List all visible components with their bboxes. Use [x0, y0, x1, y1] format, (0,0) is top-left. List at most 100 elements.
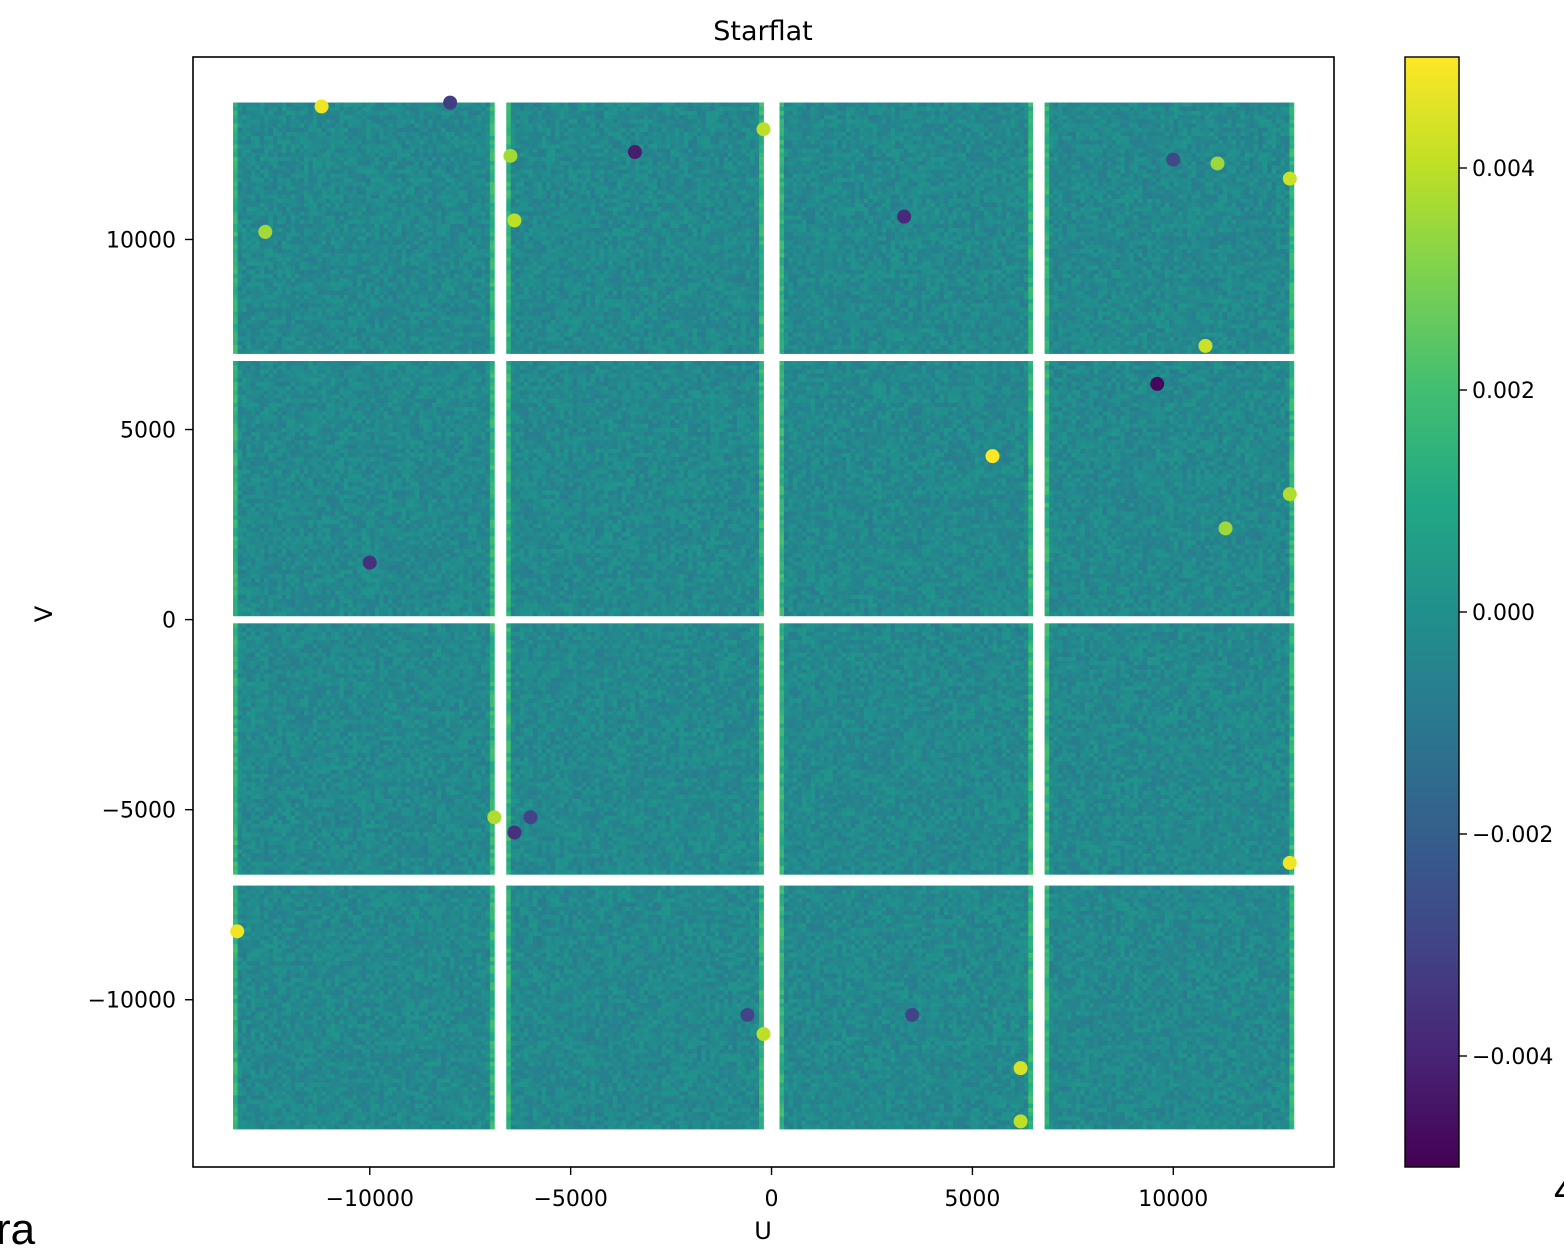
hex-cell: [282, 249, 287, 254]
hex-cell: [468, 203, 473, 208]
hex-cell: [331, 207, 336, 212]
hex-cell: [446, 165, 451, 170]
hex-cell: [277, 241, 282, 246]
hex-cell: [481, 270, 486, 275]
hex-cell: [264, 282, 269, 287]
hex-cell: [286, 220, 291, 225]
hex-cell: [463, 165, 468, 170]
hex-cell: [238, 115, 243, 120]
hex-cell: [300, 153, 305, 158]
hex-cell: [432, 190, 437, 195]
hex-cell: [388, 316, 393, 321]
hex-cell: [264, 132, 269, 137]
hex-cell: [437, 203, 442, 208]
hex-cell: [463, 161, 468, 166]
hex-cell: [246, 236, 251, 241]
hex-cell: [282, 153, 287, 158]
hex-cell: [419, 182, 424, 187]
hex-cell: [401, 282, 406, 287]
hex-cell: [300, 190, 305, 195]
hex-cell: [295, 115, 300, 120]
hex-cell: [428, 291, 433, 296]
hex-cell: [366, 274, 371, 279]
hex-cell: [339, 236, 344, 241]
hex-cell: [397, 266, 402, 271]
hex-cell: [432, 232, 437, 237]
hex-cell: [393, 320, 398, 325]
hex-cell: [410, 266, 415, 271]
hex-cell: [450, 203, 455, 208]
hex-cell: [463, 144, 468, 149]
hex-cell: [401, 249, 406, 254]
hex-cell: [419, 140, 424, 145]
hex-cell: [441, 119, 446, 124]
hex-cell: [260, 170, 265, 175]
hex-cell: [331, 157, 336, 162]
hex-cell: [375, 295, 380, 300]
hex-cell: [428, 103, 433, 108]
hex-cell: [238, 107, 243, 112]
hex-cell: [454, 132, 459, 137]
hex-cell: [277, 266, 282, 271]
hex-cell: [410, 287, 415, 292]
hex-cell: [428, 119, 433, 124]
hex-cell: [441, 165, 446, 170]
hex-cell: [277, 203, 282, 208]
hex-cell: [331, 186, 336, 191]
hex-cell: [251, 257, 256, 262]
hex-cell: [233, 186, 238, 191]
hex-cell: [238, 228, 243, 233]
hex-cell: [366, 170, 371, 175]
hex-cell: [269, 149, 274, 154]
hex-cell: [339, 249, 344, 254]
hex-cell: [362, 316, 367, 321]
hex-cell: [286, 257, 291, 262]
hex-cell: [335, 266, 340, 271]
hex-cell: [273, 103, 278, 108]
hex-cell: [463, 299, 468, 304]
hex-cell: [397, 132, 402, 137]
hex-cell: [441, 324, 446, 329]
hex-cell: [388, 291, 393, 296]
hex-cell: [397, 107, 402, 112]
hex-cell: [384, 228, 389, 233]
hex-cell: [415, 257, 420, 262]
hex-cell: [370, 249, 375, 254]
hex-cell: [379, 153, 384, 158]
hex-cell: [331, 236, 336, 241]
hex-cell: [477, 111, 482, 116]
hex-cell: [419, 287, 424, 292]
hex-cell: [406, 207, 411, 212]
hex-cell: [397, 115, 402, 120]
hex-cell: [295, 136, 300, 141]
hex-cell: [308, 124, 313, 129]
hex-cell: [300, 165, 305, 170]
hex-cell: [348, 270, 353, 275]
hex-cell: [242, 262, 247, 267]
hex-cell: [269, 124, 274, 129]
hex-cell: [375, 195, 380, 200]
hex-cell: [490, 157, 495, 162]
hex-cell: [490, 161, 495, 166]
hex-cell: [410, 320, 415, 325]
hex-cell: [286, 216, 291, 221]
hex-cell: [468, 136, 473, 141]
hex-cell: [424, 128, 429, 133]
hex-cell: [428, 165, 433, 170]
hex-cell: [282, 140, 287, 145]
hex-cell: [490, 136, 495, 141]
hex-cell: [273, 274, 278, 279]
hex-cell: [419, 195, 424, 200]
hex-cell: [459, 253, 464, 258]
hex-cell: [481, 262, 486, 267]
hex-cell: [393, 245, 398, 250]
hex-cell: [317, 299, 322, 304]
hex-cell: [304, 140, 309, 145]
hex-cell: [454, 128, 459, 133]
hex-cell: [246, 316, 251, 321]
hex-cell: [393, 287, 398, 292]
hex-cell: [317, 287, 322, 292]
hex-cell: [335, 195, 340, 200]
hex-cell: [428, 170, 433, 175]
hex-cell: [291, 253, 296, 258]
